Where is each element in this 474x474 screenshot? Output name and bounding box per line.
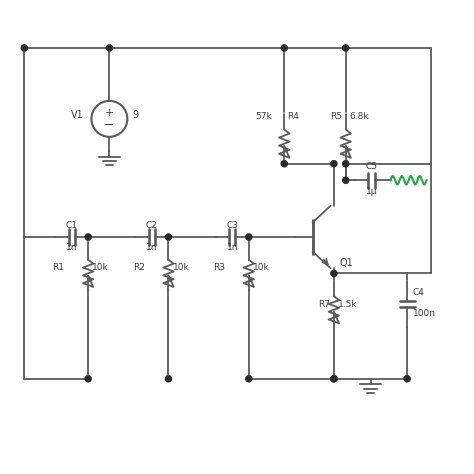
Circle shape [343,161,349,167]
Text: Q1: Q1 [339,258,353,268]
Circle shape [21,45,27,51]
Circle shape [331,161,337,167]
Text: V1: V1 [71,110,83,120]
Circle shape [331,270,337,276]
Text: 9: 9 [132,110,138,120]
Text: 1n: 1n [146,243,158,252]
Text: 1n: 1n [66,243,77,252]
Circle shape [331,376,337,382]
Circle shape [165,234,172,240]
Text: C5: C5 [366,163,378,172]
Circle shape [331,376,337,382]
Text: R3: R3 [213,263,225,272]
Circle shape [85,376,91,382]
Text: R7: R7 [318,300,329,309]
Text: 10k: 10k [253,263,270,272]
Circle shape [343,177,349,183]
Text: −: − [104,118,115,131]
Text: R1: R1 [53,263,64,272]
Circle shape [343,45,349,51]
Text: 10k: 10k [92,263,109,272]
Circle shape [85,234,91,240]
Text: C1: C1 [65,220,78,229]
Text: 1.5k: 1.5k [338,300,358,309]
Text: R2: R2 [133,263,145,272]
Text: C4: C4 [413,288,425,297]
Circle shape [246,234,252,240]
Text: 10k: 10k [173,263,190,272]
Circle shape [106,45,112,51]
Text: C2: C2 [146,220,158,229]
Text: R5: R5 [330,112,342,121]
Text: 1n: 1n [227,243,238,252]
Circle shape [165,376,172,382]
Text: C3: C3 [226,220,238,229]
Text: 100n: 100n [413,309,436,318]
Text: +: + [105,108,114,118]
Circle shape [246,376,252,382]
Text: 6.8k: 6.8k [349,112,369,121]
Text: 57k: 57k [255,112,272,121]
Circle shape [404,376,410,382]
Circle shape [281,161,287,167]
Circle shape [281,45,287,51]
Text: 1µ: 1µ [366,187,377,196]
Text: R4: R4 [288,112,300,121]
